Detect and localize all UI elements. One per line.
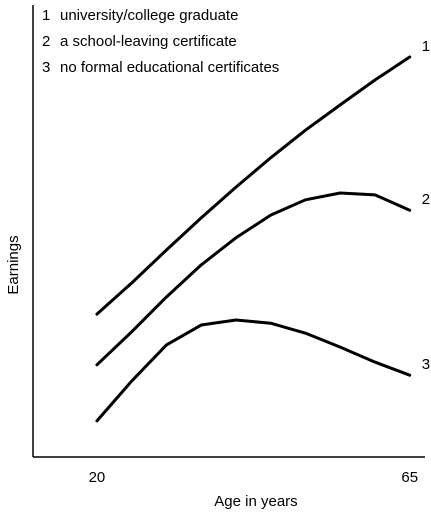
line-series — [95, 55, 412, 316]
y-axis-label: Earnings — [5, 235, 22, 294]
legend-number: 2 — [42, 33, 50, 50]
series-end-label: 1 — [422, 38, 430, 55]
series-end-label: 2 — [422, 191, 430, 208]
line-series — [95, 318, 412, 423]
legend-label: a school-leaving certificate — [60, 33, 237, 50]
legend-number: 3 — [42, 59, 50, 76]
legend-number: 1 — [42, 7, 50, 24]
x-tick-label: 20 — [89, 469, 106, 486]
x-tick-label: 65 — [401, 469, 418, 486]
line-series — [95, 191, 412, 367]
legend-label: no formal educational certificates — [60, 59, 279, 76]
series-end-label: 3 — [422, 356, 430, 373]
legend-label: university/college graduate — [60, 7, 238, 24]
x-axis-label: Age in years — [214, 493, 297, 510]
